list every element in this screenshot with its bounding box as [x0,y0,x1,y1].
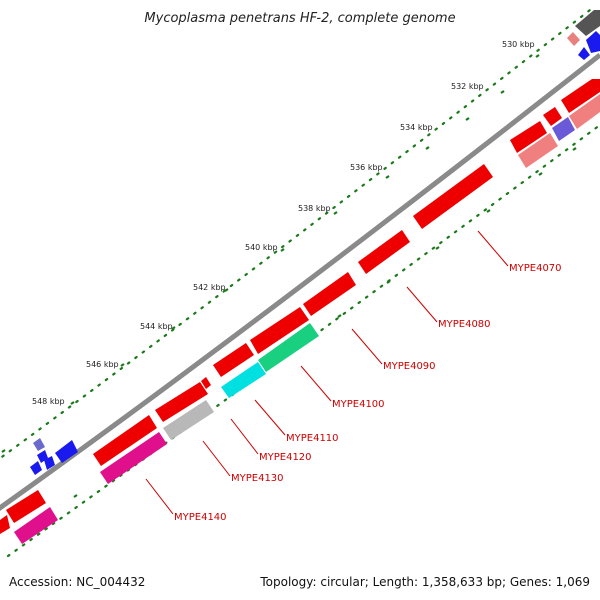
gene-arrow[interactable] [561,79,600,113]
ruler-label: 538 kbp [298,204,331,213]
gene-arrow-mype4070[interactable] [413,164,493,229]
gene-arrow-blue-light[interactable] [33,438,45,451]
gene-label[interactable]: MYPE4120 [259,452,312,463]
accession-text: Accession: NC_004432 [9,575,145,589]
gene-arrow-mype4100[interactable] [250,307,309,354]
gene-arrow-mype4090[interactable] [303,272,356,316]
ruler-dotted-inner [6,123,600,558]
gene-arrow-blue[interactable] [30,461,42,475]
ruler-label: 530 kbp [502,40,535,49]
gene-label[interactable]: MYPE4080 [438,319,491,330]
gene-arrow-salmon[interactable] [569,94,600,129]
ruler-label: 542 kbp [193,283,226,292]
gene-label-leaders [145,230,509,515]
gene-arrow-mype4130[interactable] [93,415,157,466]
gene-arrow[interactable] [510,121,547,153]
gene-labels: MYPE4070 MYPE4080 MYPE4090 MYPE4100 MYPE… [174,263,562,523]
gene-label[interactable]: MYPE4130 [231,473,284,484]
gene-arrow-mype4120[interactable] [155,382,208,422]
gene-label[interactable]: MYPE4090 [383,361,436,372]
gene-label[interactable]: MYPE4100 [332,399,385,410]
gene-arrow-blue[interactable] [55,440,78,463]
gene-arrow-mype4140[interactable] [100,432,167,484]
gene-arrow-gray[interactable] [575,10,600,36]
gene-arrow-mype4080[interactable] [358,230,410,274]
ruler-label: 536 kbp [350,163,383,172]
gene-track [93,164,493,484]
ruler-label: 532 kbp [451,82,484,91]
gene-arrow-small[interactable] [201,377,211,389]
gene-label[interactable]: MYPE4140 [174,512,227,523]
ruler-label: 540 kbp [245,243,278,252]
gene-arrow-mype4120-cds[interactable] [163,400,214,440]
gene-arrow[interactable] [6,490,46,523]
gene-arrow-magenta[interactable] [14,507,58,544]
genome-summary-text: Topology: circular; Length: 1,358,633 bp… [259,575,590,589]
ruler-label: 546 kbp [86,360,119,369]
ruler-label: 544 kbp [140,322,173,331]
gene-arrow[interactable] [0,515,10,534]
feature-cluster-top-right [510,10,600,168]
ruler-ticks-outer [1,54,540,453]
gene-arrow-salmon[interactable] [518,133,558,168]
gene-arrow-blue-small[interactable] [578,47,590,60]
gene-arrow-blue[interactable] [44,456,55,470]
ruler-dotted-outer [0,8,592,460]
gene-arrow-blue[interactable] [586,31,600,53]
gene-arrow-purple[interactable] [552,117,575,141]
gene-label[interactable]: MYPE4110 [286,433,339,444]
gene-arrow-mype4100-cds[interactable] [258,323,319,372]
gene-arrow-pink[interactable] [567,32,580,46]
ruler-label: 548 kbp [32,397,65,406]
genome-backbone [0,53,600,511]
ruler-label: 534 kbp [400,123,433,132]
gene-arrow[interactable] [543,107,562,126]
ruler-labels: 530 kbp 532 kbp 534 kbp 536 kbp 538 kbp … [32,40,535,406]
feature-cluster-left [0,438,78,544]
gene-arrow-mype4110-cds[interactable] [221,362,266,398]
gene-arrow-mype4110[interactable] [213,343,254,377]
map-title: Mycoplasma penetrans HF-2, complete geno… [144,11,455,26]
gene-label[interactable]: MYPE4070 [509,263,562,274]
